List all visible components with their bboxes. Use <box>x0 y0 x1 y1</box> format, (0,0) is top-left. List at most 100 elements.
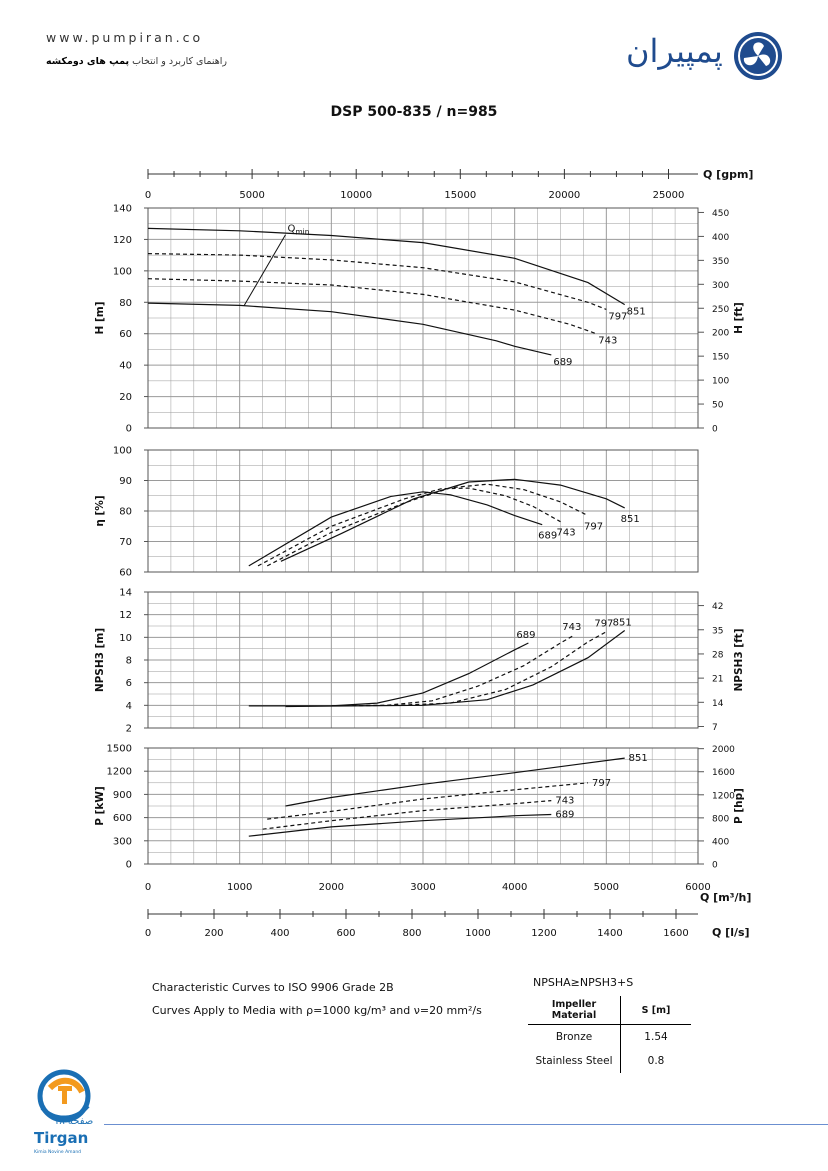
y-tick-label: 6 <box>126 678 132 689</box>
ls-tick-label: 1000 <box>465 928 490 939</box>
y-tick-label: 900 <box>113 790 132 801</box>
y-tick-label: 20 <box>119 392 132 403</box>
series-label-797: 797 <box>594 619 613 630</box>
series-line-851 <box>147 227 626 306</box>
m3h-tick-label: 5000 <box>594 882 619 893</box>
y-tick-label: 80 <box>119 507 132 518</box>
y-tick-label: 14 <box>119 588 132 599</box>
y-tick-label: 120 <box>113 235 132 246</box>
m3h-axis-label: Q [m³/h] <box>700 891 751 904</box>
y2-tick-label: 200 <box>712 329 729 339</box>
series-label-743: 743 <box>557 528 576 539</box>
panel-frame <box>147 207 699 429</box>
y-tick-label: 0 <box>126 860 132 871</box>
gpm-tick-label: 25000 <box>653 190 685 201</box>
y-tick-label: 8 <box>126 656 132 667</box>
y-tick-label: 12 <box>119 610 132 621</box>
series-label-689: 689 <box>555 810 574 821</box>
y2-tick-label: 400 <box>712 233 729 243</box>
y2-tick-label: 300 <box>712 281 729 291</box>
ls-axis-label: Q [l/s] <box>712 926 750 939</box>
y2-tick-label: 1200 <box>712 791 735 801</box>
series-line-689 <box>248 491 543 567</box>
footer-divider <box>104 1124 828 1125</box>
note-media: Curves Apply to Media with ρ=1000 kg/m³ … <box>152 1004 482 1017</box>
panel-frame <box>147 747 699 865</box>
series-line-689 <box>147 302 552 356</box>
tagline-bold: پمپ های دومکشه <box>46 56 130 67</box>
y-tick-label: 40 <box>119 361 132 372</box>
gpm-tick-label: 5000 <box>239 190 264 201</box>
table-cell: Stainless Steel <box>528 1049 621 1073</box>
m3h-tick-label: 2000 <box>319 882 344 893</box>
y-axis-label: η [%] <box>94 495 106 526</box>
y2-tick-label: 2000 <box>712 745 735 755</box>
series-label-689: 689 <box>516 630 535 641</box>
series-line-689 <box>248 813 552 837</box>
tirgan-logo: صفحه ۱۸ Tirgan Kimia Novine Amand <box>34 1069 93 1155</box>
series-line-743 <box>257 487 561 567</box>
page-number-label: صفحه ۱۸ <box>54 1116 93 1127</box>
y-tick-label: 60 <box>119 568 132 579</box>
m3h-tick-label: 6000 <box>685 882 710 893</box>
y-tick-label: 140 <box>113 204 132 215</box>
gpm-tick-label: 0 <box>145 190 151 201</box>
y2-tick-label: 14 <box>712 699 724 709</box>
m3h-tick-label: 0 <box>145 882 151 893</box>
y-tick-label: 600 <box>113 813 132 824</box>
series-line-743 <box>331 634 575 707</box>
y2-tick-label: 7 <box>712 723 718 733</box>
y2-tick-label: 100 <box>712 377 729 387</box>
series-line-851 <box>285 630 626 708</box>
ls-tick-label: 1400 <box>597 928 622 939</box>
series-label-689: 689 <box>553 357 572 368</box>
y2-tick-label: 0 <box>712 861 718 871</box>
ls-tick-label: 0 <box>145 928 151 939</box>
y-tick-label: 90 <box>119 476 132 487</box>
ls-tick-label: 1600 <box>663 928 688 939</box>
website-url[interactable]: www.pumpiran.co <box>46 30 204 45</box>
table-header: S [m] <box>620 996 691 1025</box>
series-line-851 <box>285 757 625 807</box>
y2-tick-label: 28 <box>712 650 724 660</box>
header-tagline: راهنمای کاربرد و انتخاب پمپ های دومکشه <box>46 56 227 67</box>
y2-tick-label: 35 <box>712 626 723 636</box>
brand-name: پمپیران <box>626 32 723 70</box>
y-tick-label: 4 <box>126 701 132 712</box>
y-tick-label: 2 <box>126 724 132 735</box>
ls-tick-label: 200 <box>204 928 223 939</box>
qmin-line <box>243 234 286 306</box>
y-tick-label: 1500 <box>107 744 132 755</box>
y2-axis-label: H [ft] <box>733 302 745 334</box>
series-label-797: 797 <box>592 778 611 789</box>
y-axis-label: NPSH3 [m] <box>94 628 106 692</box>
y2-tick-label: 800 <box>712 814 729 824</box>
gpm-tick-label: 15000 <box>444 190 476 201</box>
y-tick-label: 100 <box>113 446 132 457</box>
gpm-tick-label: 10000 <box>340 190 372 201</box>
y2-axis-label: P [hp] <box>733 788 745 824</box>
table-cell: Bronze <box>528 1024 621 1049</box>
y-tick-label: 300 <box>113 836 132 847</box>
y2-tick-label: 150 <box>712 353 729 363</box>
note-iso: Characteristic Curves to ISO 9906 Grade … <box>152 981 394 994</box>
y2-tick-label: 400 <box>712 837 729 847</box>
table-cell: 1.54 <box>644 1031 668 1043</box>
series-line-743 <box>262 800 552 830</box>
ls-tick-label: 600 <box>336 928 355 939</box>
tagline-text: راهنمای کاربرد و انتخاب <box>129 56 227 67</box>
series-label-851: 851 <box>613 618 632 629</box>
qmin-label: Qmin <box>288 224 310 237</box>
y-tick-label: 100 <box>113 266 132 277</box>
series-label-689: 689 <box>538 531 557 542</box>
gpm-tick-label: 20000 <box>548 190 580 201</box>
impeller-material-table: Impeller Material S [m] Bronze 1.54 Stai… <box>528 996 691 1073</box>
series-line-797 <box>267 782 589 820</box>
series-label-797: 797 <box>584 522 603 533</box>
y-tick-label: 0 <box>126 424 132 435</box>
gpm-axis-label: Q [gpm] <box>703 168 753 181</box>
y-tick-label: 10 <box>119 633 132 644</box>
y-tick-label: 80 <box>119 298 132 309</box>
